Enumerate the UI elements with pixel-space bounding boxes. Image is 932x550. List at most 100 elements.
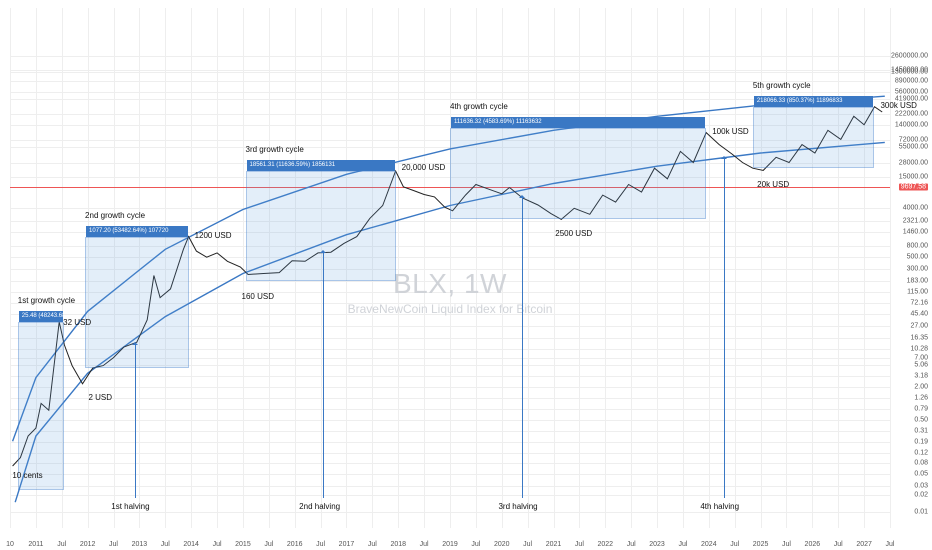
grid-horizontal (10, 442, 890, 443)
growth-cycle-header: 218066.33 (850.37%) 11896833 (754, 96, 874, 107)
y-tick: 0.02 (914, 492, 928, 499)
y-axis: 0.010.020.030.050.080.120.190.310.500.79… (890, 0, 932, 550)
y-tick: 140000.00 (895, 121, 928, 128)
grid-horizontal (10, 92, 890, 93)
price-annotation: 100k USD (712, 127, 748, 136)
y-tick: 300.00 (907, 266, 928, 273)
growth-cycle-box: 18561.31 (11636.59%) 1856131 (246, 171, 396, 281)
grid-horizontal (10, 474, 890, 475)
grid-horizontal (10, 431, 890, 432)
growth-cycle-header: 18561.31 (11636.59%) 1856131 (247, 160, 395, 171)
x-tick: Jul (368, 541, 377, 548)
grid-horizontal (10, 420, 890, 421)
y-tick: 0.79 (914, 405, 928, 412)
x-tick: 2024 (701, 541, 717, 548)
y-tick: 0.05 (914, 470, 928, 477)
x-axis: 102011Jul2012Jul2013Jul2014Jul2015Jul201… (10, 536, 890, 550)
price-annotation: 2500 USD (555, 229, 592, 238)
growth-cycle-header: 1077.20 (53482.64%) 107720 (86, 226, 188, 237)
y-tick: 72000.00 (899, 137, 928, 144)
grid-vertical (838, 8, 839, 528)
x-tick: 2020 (494, 541, 510, 548)
y-tick: 0.19 (914, 439, 928, 446)
x-tick: Jul (264, 541, 273, 548)
y-tick: 2.00 (914, 384, 928, 391)
grid-vertical (864, 8, 865, 528)
price-annotation: 160 USD (242, 292, 274, 301)
growth-cycle-label: 1st growth cycle (18, 296, 75, 305)
grid-horizontal (10, 56, 890, 57)
y-tick: 222000.00 (895, 110, 928, 117)
y-tick: 2600000.00 (891, 52, 928, 59)
grid-horizontal (10, 376, 890, 377)
growth-cycle-box: 111636.32 (4583.69%) 11163632 (450, 128, 706, 219)
grid-vertical (554, 8, 555, 528)
halving-label: 2nd halving (299, 502, 340, 511)
grid-vertical (424, 8, 425, 528)
grid-vertical (735, 8, 736, 528)
x-tick: 2026 (805, 541, 821, 548)
x-tick: Jul (782, 541, 791, 548)
x-tick: Jul (575, 541, 584, 548)
grid-vertical (191, 8, 192, 528)
grid-vertical (528, 8, 529, 528)
x-tick: 2011 (28, 541, 43, 548)
x-tick: 2013 (132, 541, 148, 548)
growth-cycle-label: 5th growth cycle (753, 81, 811, 90)
grid-horizontal (10, 72, 890, 73)
x-tick: Jul (834, 541, 843, 548)
halving-arrow (522, 198, 523, 498)
grid-horizontal (10, 512, 890, 513)
halving-label: 3rd halving (498, 502, 537, 511)
grid-horizontal (10, 486, 890, 487)
x-tick: Jul (886, 541, 895, 548)
growth-cycle-label: 3rd growth cycle (246, 145, 304, 154)
x-tick: 2017 (339, 541, 355, 548)
x-tick: Jul (316, 541, 325, 548)
x-tick: Jul (730, 541, 739, 548)
y-tick: 10.28 (910, 345, 928, 352)
y-tick: 0.12 (914, 450, 928, 457)
x-tick: Jul (627, 541, 636, 548)
y-tick: 28000.00 (899, 159, 928, 166)
x-tick: 2014 (183, 541, 199, 548)
x-tick: 2023 (649, 541, 665, 548)
y-tick: 0.03 (914, 482, 928, 489)
y-tick: 0.31 (914, 427, 928, 434)
grid-vertical (10, 8, 11, 528)
x-tick: Jul (109, 541, 118, 548)
grid-vertical (709, 8, 710, 528)
x-tick: Jul (678, 541, 687, 548)
grid-horizontal (10, 409, 890, 410)
grid-vertical (450, 8, 451, 528)
x-tick: 2012 (80, 541, 96, 548)
x-tick: 2021 (546, 541, 562, 548)
x-tick: Jul (57, 541, 66, 548)
chart-root: BLX, 1WBraveNewCoin Liquid Index for Bit… (0, 0, 932, 550)
y-tick-current: 9697.58 (899, 184, 928, 191)
y-tick: 500.00 (907, 254, 928, 261)
x-tick: Jul (523, 541, 532, 548)
y-tick: 55000.00 (899, 143, 928, 150)
y-tick: 800.00 (907, 243, 928, 250)
grid-vertical (398, 8, 399, 528)
growth-cycle-box: 1077.20 (53482.64%) 107720 (85, 237, 189, 368)
y-tick: 0.50 (914, 416, 928, 423)
grid-vertical (683, 8, 684, 528)
grid-vertical (579, 8, 580, 528)
x-tick: 10 (6, 541, 14, 548)
price-annotation: 20k USD (757, 180, 789, 189)
y-tick: 7.00 (914, 354, 928, 361)
y-tick: 890000.00 (895, 78, 928, 85)
grid-horizontal (10, 495, 890, 496)
halving-arrow (323, 253, 324, 498)
x-tick: 2016 (287, 541, 303, 548)
plot-area[interactable]: BLX, 1WBraveNewCoin Liquid Index for Bit… (10, 8, 890, 528)
y-tick: 0.08 (914, 459, 928, 466)
y-tick: 4000.00 (903, 205, 928, 212)
x-tick: Jul (420, 541, 429, 548)
grid-vertical (631, 8, 632, 528)
price-annotation: 10 cents (12, 471, 42, 480)
grid-horizontal (10, 221, 890, 222)
price-annotation: 2 USD (88, 393, 112, 402)
